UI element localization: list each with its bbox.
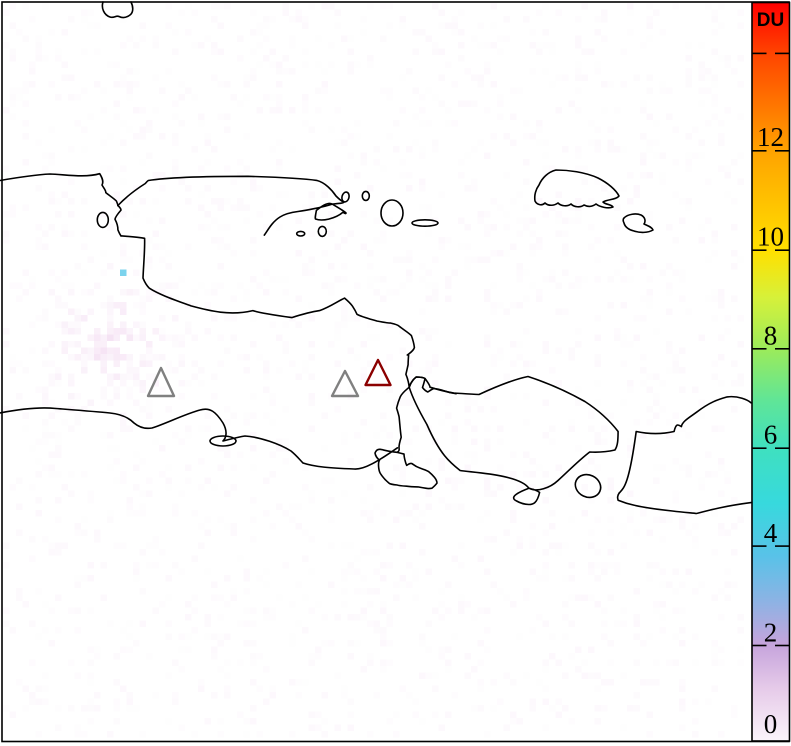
svg-text:12: 12: [757, 122, 784, 152]
svg-text:6: 6: [764, 420, 778, 450]
svg-text:10: 10: [757, 222, 784, 252]
svg-text:2: 2: [764, 618, 778, 648]
svg-text:DU: DU: [757, 10, 784, 31]
svg-text:8: 8: [764, 321, 778, 351]
svg-text:4: 4: [764, 518, 778, 548]
svg-text:0: 0: [764, 709, 778, 739]
